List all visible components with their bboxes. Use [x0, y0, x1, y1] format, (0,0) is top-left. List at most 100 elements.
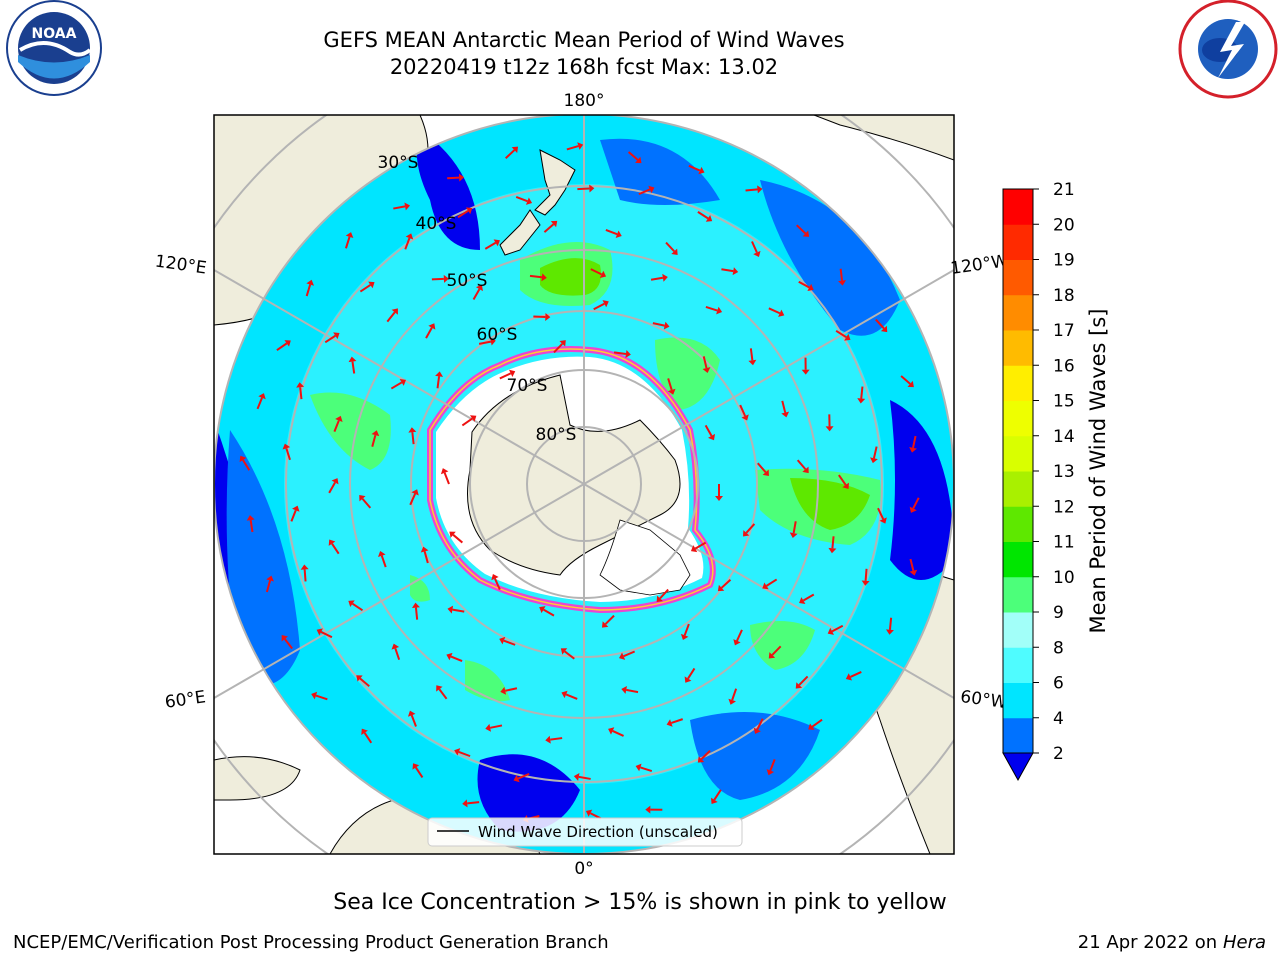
- wave-direction-arrow: [344, 232, 354, 249]
- wave-direction-arrow: [796, 224, 810, 237]
- wave-direction-arrow: [408, 427, 417, 445]
- wave-direction-arrow: [449, 531, 464, 544]
- machine-name: Hera: [1222, 932, 1266, 953]
- map-legend: Wind Wave Direction (unscaled): [427, 817, 743, 847]
- wave-direction-arrow: [409, 489, 419, 506]
- map-title: GEFS MEAN Antarctic Mean Period of Wind …: [323, 28, 845, 52]
- wave-direction-arrow: [246, 515, 255, 533]
- wave-direction-arrow: [828, 536, 837, 554]
- wave-direction-arrow: [412, 763, 424, 779]
- wave-direction-arrow: [276, 340, 291, 352]
- wave-direction-arrow: [553, 340, 566, 354]
- wave-direction-arrow: [529, 273, 547, 282]
- wind-wave-arrows: [239, 142, 920, 823]
- colorbar-tick-label: 13: [1053, 462, 1075, 482]
- wave-direction-arrow: [766, 759, 776, 776]
- lon-label-60w: 60°W: [959, 687, 1008, 713]
- map-legend-label: Wind Wave Direction (unscaled): [478, 823, 718, 841]
- wave-direction-arrow: [411, 602, 420, 620]
- wave-direction-arrow: [715, 484, 723, 501]
- wave-direction-arrow: [333, 415, 343, 433]
- wave-direction-arrow: [825, 414, 834, 432]
- wave-direction-arrow: [739, 404, 749, 421]
- wave-direction-arrow: [265, 575, 274, 593]
- wave-direction-arrow: [290, 505, 300, 522]
- generation-date-text: 21 Apr 2022 on: [1077, 932, 1218, 953]
- wave-direction-arrow: [300, 564, 309, 582]
- colorbar-swatch: [1003, 224, 1033, 260]
- map-frame: [213, 114, 955, 855]
- wave-direction-arrow: [733, 629, 743, 646]
- wave-direction-arrow: [768, 307, 785, 317]
- wave-direction-arrow: [440, 468, 450, 485]
- wave-direction-arrow: [499, 369, 516, 380]
- wave-direction-arrow: [361, 728, 373, 744]
- wave-direction-arrow: [484, 239, 500, 250]
- wave-direction-arrow: [545, 735, 563, 744]
- wave-direction-arrow: [543, 220, 558, 233]
- wave-direction-arrow: [378, 551, 387, 568]
- wave-direction-arrow: [635, 763, 653, 773]
- wave-direction-arrow: [627, 151, 642, 164]
- colorbar-swatch: [1003, 612, 1033, 648]
- wave-direction-arrow: [748, 348, 757, 366]
- wave-direction-arrow: [652, 321, 670, 330]
- wave-direction-arrow: [798, 280, 814, 291]
- wave-direction-arrow: [447, 605, 465, 614]
- wave-direction-arrow: [721, 267, 739, 276]
- wave-direction-arrow: [875, 318, 888, 333]
- wave-direction-arrow: [801, 357, 810, 375]
- wave-direction-arrow: [704, 424, 716, 441]
- wave-direction-arrow: [390, 378, 406, 390]
- wave-direction-arrow: [753, 718, 764, 734]
- wave-direction-arrow: [328, 539, 340, 555]
- noaa-logo: NOAA: [6, 0, 102, 96]
- wave-direction-arrow: [728, 688, 738, 705]
- wave-direction-arrow: [425, 323, 436, 339]
- lat-label-70s: 70°S: [507, 376, 548, 396]
- lat-label-40s: 40°S: [416, 214, 457, 234]
- wave-direction-arrow: [577, 184, 595, 193]
- lat-label-80s: 80°S: [536, 425, 577, 445]
- map-subtitle: 20220419 t12z 168h fcst Max: 13.02: [389, 55, 779, 79]
- wave-direction-arrow: [593, 300, 609, 311]
- wave-direction-arrow: [656, 588, 669, 603]
- wave-direction-arrow: [359, 281, 375, 293]
- colorbar-swatch: [1003, 647, 1033, 683]
- wave-direction-arrow: [324, 332, 340, 344]
- lon-label-120e: 120°E: [154, 252, 208, 279]
- wave-direction-arrow: [827, 624, 844, 635]
- colorbar-tick-label: 9: [1053, 603, 1064, 623]
- wave-direction-arrow: [768, 645, 782, 659]
- wave-direction-arrow: [877, 507, 887, 524]
- wave-direction-arrow: [256, 393, 266, 410]
- colorbar-swatch: [1003, 365, 1033, 401]
- colorbar-swatch: [1003, 576, 1033, 613]
- colorbar-swatch: [1003, 682, 1033, 719]
- wave-direction-arrow: [393, 202, 411, 211]
- wave-direction-arrow: [420, 546, 429, 564]
- wave-direction-arrow: [461, 415, 477, 427]
- wave-direction-arrow: [491, 574, 501, 590]
- wave-direction-arrow: [796, 459, 809, 474]
- wave-direction-arrow: [590, 268, 607, 278]
- wave-direction-arrow: [485, 723, 503, 732]
- colorbar-swatch: [1003, 400, 1033, 437]
- colorbar-tick-label: 11: [1053, 533, 1075, 553]
- colorbar-tick-label: 17: [1053, 321, 1075, 341]
- wave-direction-arrow: [566, 142, 584, 151]
- colorbar: 2 4 6 8 9 10 11 12 13 14 15 16 17 18 19 20 21 Mean Perio…: [1002, 180, 1110, 782]
- wave-direction-arrow: [789, 521, 798, 539]
- lon-label-0: 0°: [574, 859, 593, 879]
- wave-direction-arrow: [697, 211, 713, 222]
- lat-label-60s: 60°S: [477, 325, 518, 345]
- colorbar-tick-label: 18: [1053, 286, 1075, 306]
- wave-direction-arrow: [666, 718, 684, 727]
- wave-direction-arrow: [705, 305, 723, 315]
- wave-direction-arrow: [457, 207, 473, 219]
- wave-direction-arrow: [697, 750, 711, 763]
- wave-direction-arrow: [845, 671, 862, 681]
- wave-direction-arrow: [613, 350, 631, 358]
- wave-direction-arrow: [500, 686, 518, 695]
